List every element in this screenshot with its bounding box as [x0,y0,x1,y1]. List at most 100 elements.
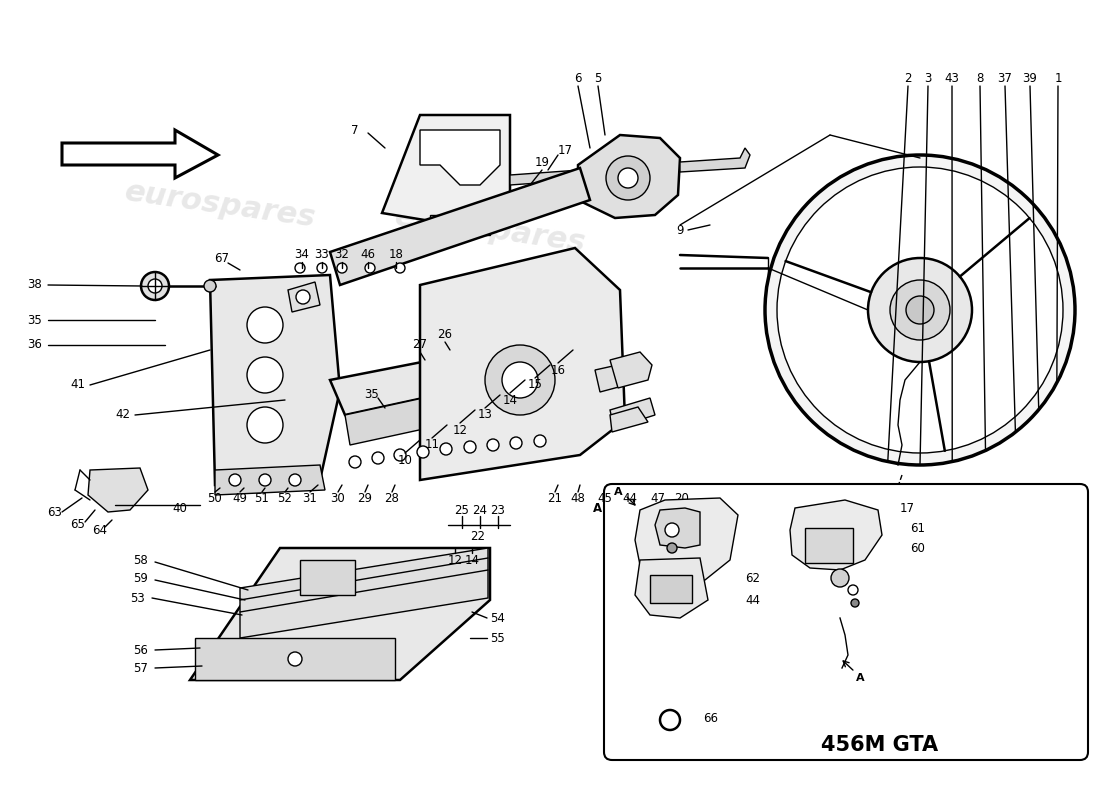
Text: 11: 11 [425,438,440,451]
Text: 51: 51 [254,491,270,505]
Text: 7: 7 [351,123,359,137]
Bar [300,560,355,595]
Circle shape [906,296,934,324]
Text: 59: 59 [133,571,148,585]
Text: A: A [593,502,602,514]
Text: 60: 60 [910,542,925,554]
Circle shape [848,585,858,595]
Text: 49: 49 [232,491,248,505]
Circle shape [248,407,283,443]
Text: 63: 63 [47,506,63,518]
Text: 36: 36 [28,338,42,351]
Polygon shape [610,398,654,428]
Text: 4: 4 [832,574,838,586]
Text: 50: 50 [208,491,222,505]
Text: 13: 13 [477,409,493,422]
Text: 38: 38 [28,278,42,291]
FancyBboxPatch shape [604,484,1088,760]
Circle shape [502,362,538,398]
Polygon shape [610,352,652,388]
Text: 57: 57 [133,662,148,674]
Circle shape [289,474,301,486]
Circle shape [204,280,216,292]
Text: 56: 56 [133,643,148,657]
Text: 66: 66 [703,711,718,725]
Text: 16: 16 [550,363,565,377]
Text: 44: 44 [623,491,638,505]
Text: 22: 22 [471,530,485,543]
Polygon shape [210,275,340,485]
Circle shape [777,167,1063,453]
Text: 20: 20 [674,491,690,505]
Circle shape [764,155,1075,465]
Text: 42: 42 [116,409,130,422]
Text: eurospares: eurospares [393,202,587,258]
Polygon shape [654,508,700,548]
Polygon shape [62,130,218,178]
Circle shape [417,446,429,458]
Text: eurospares: eurospares [122,178,318,233]
Circle shape [868,258,972,362]
Text: 48: 48 [571,491,585,505]
Circle shape [666,523,679,537]
Text: 62: 62 [745,571,760,585]
Text: 43: 43 [945,71,959,85]
Text: 32: 32 [334,249,350,262]
Polygon shape [345,365,580,445]
Text: 14: 14 [503,394,517,406]
Circle shape [660,710,680,730]
Circle shape [395,263,405,273]
Text: 65: 65 [70,518,86,531]
Circle shape [337,263,346,273]
Polygon shape [195,638,395,680]
Polygon shape [430,215,450,230]
Text: 17: 17 [900,502,915,514]
Circle shape [372,452,384,464]
Circle shape [295,263,305,273]
Text: 33: 33 [315,249,329,262]
Text: 37: 37 [998,71,1012,85]
Circle shape [440,443,452,455]
Circle shape [296,290,310,304]
Circle shape [851,599,859,607]
Text: 47: 47 [650,491,666,505]
Text: 23: 23 [491,503,505,517]
Text: 5: 5 [594,71,602,85]
Text: 27: 27 [412,338,428,351]
Text: 34: 34 [295,249,309,262]
Text: 19: 19 [535,157,550,170]
Text: 9: 9 [676,223,684,237]
Text: 17: 17 [558,143,572,157]
Polygon shape [635,498,738,580]
Text: 8: 8 [977,71,983,85]
Polygon shape [680,148,750,172]
Text: 21: 21 [548,491,562,505]
Text: 456M GTA: 456M GTA [822,735,938,755]
Text: 52: 52 [277,491,293,505]
Circle shape [510,437,522,449]
Text: 54: 54 [490,611,505,625]
Text: 15: 15 [528,378,542,391]
Text: 14: 14 [464,554,480,566]
Text: 28: 28 [385,491,399,505]
Text: 41: 41 [70,378,85,391]
Circle shape [485,345,556,415]
Text: 18: 18 [388,249,404,262]
Text: 29: 29 [358,491,373,505]
Circle shape [288,652,302,666]
Polygon shape [382,115,510,225]
Polygon shape [88,468,148,512]
Polygon shape [240,548,488,638]
Text: A: A [614,487,623,497]
Text: 1: 1 [1054,71,1062,85]
Text: 26: 26 [438,329,452,342]
Circle shape [618,168,638,188]
Circle shape [148,279,162,293]
Circle shape [606,156,650,200]
Circle shape [248,307,283,343]
Circle shape [141,272,169,300]
Polygon shape [790,500,882,570]
Text: A: A [856,673,865,683]
Text: 44: 44 [745,594,760,606]
Polygon shape [420,130,500,185]
